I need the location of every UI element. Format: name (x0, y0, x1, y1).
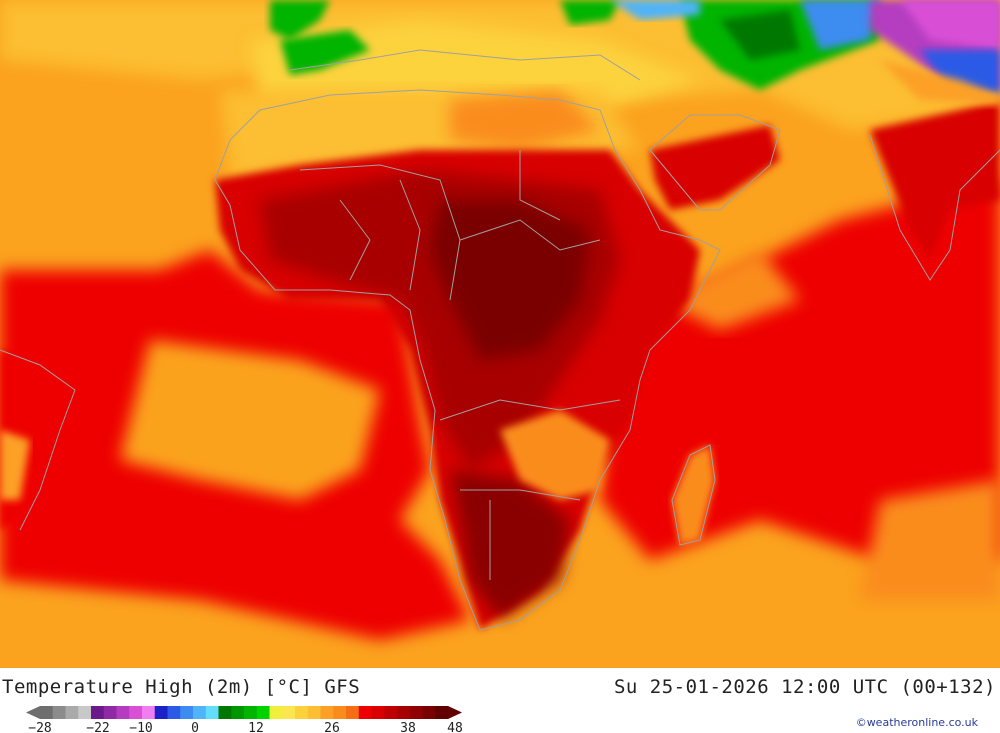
legend-swatch (218, 706, 232, 719)
legend-tick-label: 38 (400, 721, 416, 733)
legend-swatch (142, 706, 156, 719)
legend-swatch (282, 706, 296, 719)
legend-tick-label: 26 (324, 721, 340, 733)
legend-swatch (193, 706, 207, 719)
legend-swatch (103, 706, 117, 719)
legend-swatch (422, 706, 436, 719)
legend-swatch (435, 706, 449, 719)
legend-swatch (333, 706, 347, 719)
legend-swatch (231, 706, 245, 719)
legend-swatch (295, 706, 309, 719)
legend-swatch (269, 706, 283, 719)
legend-swatch (52, 706, 66, 719)
legend-swatch (397, 706, 411, 719)
legend-tick-label: 48 (447, 721, 463, 733)
legend-swatch (40, 706, 54, 719)
legend-swatch (205, 706, 219, 719)
legend-swatch (91, 706, 105, 719)
credit-text: ©weatheronline.co.uk (855, 716, 978, 729)
legend-swatch (180, 706, 194, 719)
legend-tick-label: 0 (191, 721, 199, 733)
legend-arrow-low (26, 706, 40, 719)
legend-swatch (244, 706, 258, 719)
legend-swatch (320, 706, 334, 719)
legend-tick-label: −10 (129, 721, 152, 733)
map-footer (0, 668, 1000, 733)
legend-tick-label: 12 (248, 721, 264, 733)
temperature-map (0, 0, 1000, 668)
legend-swatch (256, 706, 270, 719)
map-title: Temperature High (2m) [°C] GFS (2, 676, 361, 698)
legend-swatch (116, 706, 130, 719)
legend-swatch (129, 706, 143, 719)
legend-tick-label: −22 (86, 721, 109, 733)
legend-swatch (409, 706, 423, 719)
legend-swatch (167, 706, 181, 719)
legend-swatch (358, 706, 372, 719)
map-datetime: Su 25-01-2026 12:00 UTC (00+132) (613, 676, 996, 698)
legend-swatch (307, 706, 321, 719)
legend-arrow-high (448, 706, 462, 719)
color-legend: −28 −22 −10 0 12 26 38 48 (26, 706, 463, 733)
legend-swatch (384, 706, 398, 719)
legend-swatch (346, 706, 360, 719)
legend-swatch (371, 706, 385, 719)
legend-swatch (154, 706, 168, 719)
legend-swatch (65, 706, 79, 719)
legend-tick-label: −28 (28, 721, 51, 733)
legend-swatch (78, 706, 92, 719)
